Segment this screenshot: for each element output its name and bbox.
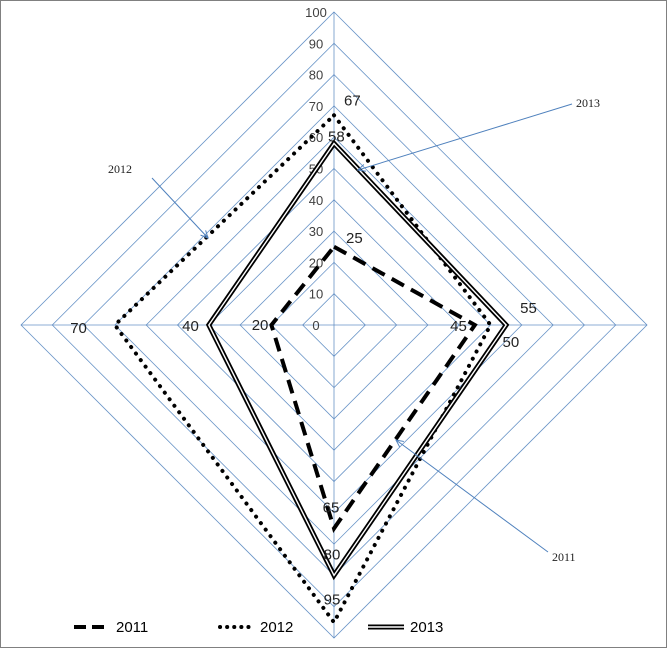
radial-tick-label: 70: [309, 99, 323, 114]
legend-label-2011: 2011: [116, 619, 148, 636]
legend-label-2012: 2012: [260, 619, 293, 636]
radial-tick-label: 90: [309, 36, 323, 51]
annotation-arrowhead: [200, 230, 209, 239]
data-label-2012: 67: [344, 92, 361, 109]
data-label-2011: 45: [450, 318, 467, 335]
radial-tick-label: 40: [309, 193, 323, 208]
data-label-2011: 20: [252, 317, 269, 334]
annotation-arrowhead: [356, 164, 366, 172]
series-2013-line-inner: [207, 142, 508, 577]
data-label-2013: 58: [328, 128, 345, 145]
radial-tick-label: 20: [309, 255, 323, 270]
data-label-2011: 25: [346, 230, 363, 247]
series-layer: [112, 112, 510, 627]
data-label-2013: 40: [182, 318, 199, 335]
radial-tick-label: 10: [309, 287, 323, 302]
series-2012-line: [112, 112, 493, 627]
annotation-label: 2013: [576, 96, 600, 110]
data-label-2012: 70: [70, 320, 87, 337]
annotations: 2013 2012 2011: [108, 96, 600, 564]
annotation-arrow: [395, 439, 549, 553]
legend-label-2013: 2013: [410, 619, 443, 636]
legend: 2011 2012 2013: [74, 619, 443, 636]
radial-tick-label: 80: [309, 68, 323, 83]
radial-tick-label: 60: [309, 130, 323, 145]
annotation-arrow: [151, 177, 209, 239]
radar-grid: [20, 11, 648, 639]
radial-tick-label: 100: [305, 5, 327, 20]
annotation-label: 2011: [552, 550, 576, 564]
series-2011-line: [269, 244, 478, 533]
data-label-2013: 80: [324, 546, 341, 563]
data-label-2013: 55: [520, 300, 537, 317]
data-label-2011: 65: [323, 499, 340, 516]
radial-tick-label: 30: [309, 224, 323, 239]
data-label-2012: 95: [324, 591, 341, 608]
annotation-label: 2012: [108, 162, 132, 176]
data-labels: 25 45 65 20 67 50 95 70 58 55 80 40: [70, 92, 537, 608]
annotation-arrowhead: [395, 439, 404, 448]
annotation-arrow: [357, 103, 573, 171]
radial-tick-label: 0: [312, 318, 319, 333]
data-label-2012: 50: [503, 334, 520, 351]
